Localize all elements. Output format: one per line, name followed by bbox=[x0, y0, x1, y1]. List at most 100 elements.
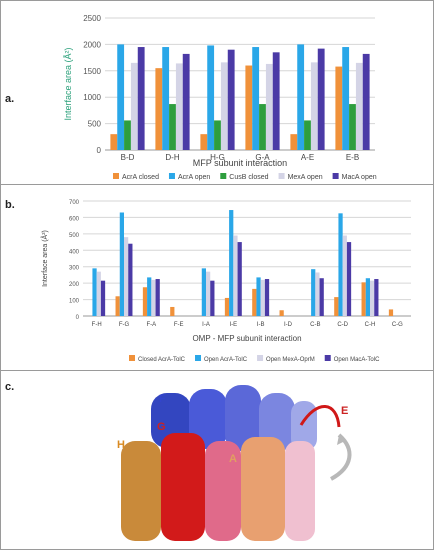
bar-maca-open-b-d bbox=[137, 47, 145, 150]
bar-acra-open-g-a bbox=[252, 47, 260, 150]
panel-b: b. 0 100 200 300 400 500 600 700 Interface area … bbox=[0, 184, 434, 372]
x-tick-label: H-G bbox=[210, 153, 225, 162]
bar-acra-closed-b-d bbox=[110, 134, 118, 150]
bar-open-mexa-oprm-i-a bbox=[206, 271, 211, 316]
bar-closed-acra-tolc-i-d bbox=[279, 310, 284, 316]
bar-open-acra-tolc-i-e bbox=[229, 210, 234, 316]
bar-cusb-closed-b-d bbox=[124, 120, 131, 150]
bar-acra-closed-a-e bbox=[290, 134, 298, 150]
x-tick-label: C-H bbox=[365, 322, 376, 328]
chart-a: 0 500 1000 1500 2000 2500 Interface area (Å²) B… bbox=[63, 14, 377, 181]
y-tick-label: 1500 bbox=[83, 67, 101, 76]
bar-acra-open-d-h bbox=[162, 47, 170, 150]
bar-mexa-open-e-b bbox=[355, 62, 363, 150]
x-tick-label: E-B bbox=[346, 153, 359, 162]
structure-label-h: H bbox=[117, 439, 125, 451]
y-tick-label: 200 bbox=[69, 282, 80, 288]
panel-c-letter: c. bbox=[5, 381, 15, 393]
x-tick-label: F-G bbox=[119, 322, 130, 328]
bar-cusb-closed-a-e bbox=[304, 120, 311, 150]
bar-open-maca-tolc-i-b bbox=[264, 279, 270, 316]
legend-swatch bbox=[324, 355, 331, 361]
chart-b: 0 100 200 300 400 500 600 700 Interface area (Å²… bbox=[40, 200, 411, 363]
bar-open-maca-tolc-c-h bbox=[374, 279, 379, 316]
y-tick-label: 2500 bbox=[83, 14, 101, 23]
panel-a-letter: a. bbox=[5, 93, 15, 105]
y-tick-label: 0 bbox=[76, 315, 80, 321]
x-tick-label: I-D bbox=[284, 322, 293, 328]
bar-open-acra-tolc-c-b bbox=[311, 269, 316, 316]
bar-maca-open-e-b bbox=[362, 53, 370, 150]
bar-closed-acra-tolc-i-e bbox=[224, 297, 230, 316]
legend-entry: MacA open bbox=[342, 174, 377, 181]
bar-open-maca-tolc-f-g bbox=[128, 243, 133, 316]
panel-c: c. F H G A E bbox=[0, 370, 434, 550]
structure-label-e: E bbox=[341, 405, 349, 417]
y-axis-label: Interface area (Å²) bbox=[63, 47, 73, 120]
bar-cusb-closed-h-g bbox=[214, 120, 221, 150]
bar-acra-open-a-e bbox=[297, 44, 305, 150]
bar-open-mexa-oprm-f-a bbox=[151, 279, 156, 316]
y-tick-label: 700 bbox=[69, 200, 80, 206]
legend-entry: AcrA closed bbox=[122, 174, 159, 181]
bar-open-mexa-oprm-f-g bbox=[124, 237, 129, 316]
legend-swatch bbox=[278, 173, 285, 179]
legend-entry: Open MacA-TolC bbox=[334, 357, 380, 363]
y-tick-label: 300 bbox=[69, 266, 80, 272]
x-tick-label: G-A bbox=[255, 153, 270, 162]
legend-swatch bbox=[113, 173, 119, 179]
bar-open-mexa-oprm-i-e bbox=[233, 235, 238, 316]
bar-open-mexa-oprm-f-h bbox=[96, 271, 101, 316]
y-axis-label: Interface area (Å²) bbox=[40, 230, 49, 287]
bar-open-maca-tolc-i-e bbox=[237, 242, 242, 316]
panel-b-letter: b. bbox=[5, 199, 15, 211]
motion-arrow-head bbox=[337, 435, 345, 445]
bar-open-maca-tolc-c-b bbox=[319, 278, 324, 316]
bar-closed-acra-tolc-f-a bbox=[142, 287, 148, 316]
x-tick-label: D-H bbox=[165, 153, 179, 162]
y-tick-label: 1000 bbox=[83, 93, 101, 102]
bar-open-mexa-oprm-c-h bbox=[370, 280, 375, 316]
helix-bundle-red bbox=[121, 433, 315, 541]
bar-open-acra-tolc-i-b bbox=[256, 277, 261, 316]
bar-acra-open-b-d bbox=[117, 44, 125, 150]
bar-acra-closed-g-a bbox=[245, 65, 253, 150]
panel-a: a. 0 500 1000 1500 2000 2500 Interface area (Å… bbox=[0, 0, 434, 186]
x-tick-label: A-E bbox=[301, 153, 314, 162]
bar-cusb-closed-e-b bbox=[349, 104, 356, 150]
legend-entry: MexA open bbox=[288, 174, 323, 181]
bar-closed-acra-tolc-c-g bbox=[388, 309, 394, 316]
bar-closed-acra-tolc-f-g bbox=[115, 296, 120, 316]
x-axis-label: OMP - MFP subunit interaction bbox=[192, 334, 301, 343]
bar-maca-open-h-g bbox=[227, 49, 235, 150]
bar-closed-acra-tolc-c-d bbox=[334, 297, 339, 316]
bar-closed-acra-tolc-f-e bbox=[170, 306, 175, 316]
x-tick-label: I-B bbox=[257, 322, 265, 328]
bar-open-acra-tolc-f-h bbox=[92, 268, 97, 316]
x-tick-label: B-D bbox=[121, 153, 135, 162]
bar-open-acra-tolc-f-a bbox=[147, 277, 152, 316]
legend-entry: Open AcrA-TolC bbox=[204, 357, 248, 363]
bar-open-maca-tolc-i-a bbox=[210, 280, 215, 316]
bar-open-acra-tolc-i-a bbox=[201, 268, 206, 316]
bar-maca-open-a-e bbox=[317, 48, 325, 150]
legend-swatch bbox=[195, 355, 202, 361]
y-tick-label: 100 bbox=[69, 299, 80, 305]
loop-e bbox=[299, 405, 341, 428]
bar-acra-closed-h-g bbox=[200, 134, 208, 150]
x-tick-label: F-E bbox=[174, 322, 184, 328]
bar-mexa-open-d-h bbox=[175, 63, 183, 150]
bar-open-maca-tolc-f-a bbox=[155, 279, 160, 316]
bar-open-acra-tolc-c-h bbox=[365, 278, 370, 316]
bar-open-acra-tolc-f-g bbox=[119, 212, 124, 316]
bar-closed-acra-tolc-i-b bbox=[252, 288, 257, 316]
bar-mexa-open-h-g bbox=[220, 62, 228, 150]
structure-label-f: F bbox=[159, 393, 166, 405]
x-tick-label: C-G bbox=[392, 322, 403, 328]
bar-cusb-closed-g-a bbox=[259, 104, 266, 150]
y-tick-label: 0 bbox=[97, 146, 102, 155]
x-tick-label: C-B bbox=[310, 322, 320, 328]
legend-entry: CusB closed bbox=[229, 174, 268, 181]
bar-maca-open-d-h bbox=[182, 53, 190, 150]
bar-mexa-open-b-d bbox=[130, 62, 138, 150]
